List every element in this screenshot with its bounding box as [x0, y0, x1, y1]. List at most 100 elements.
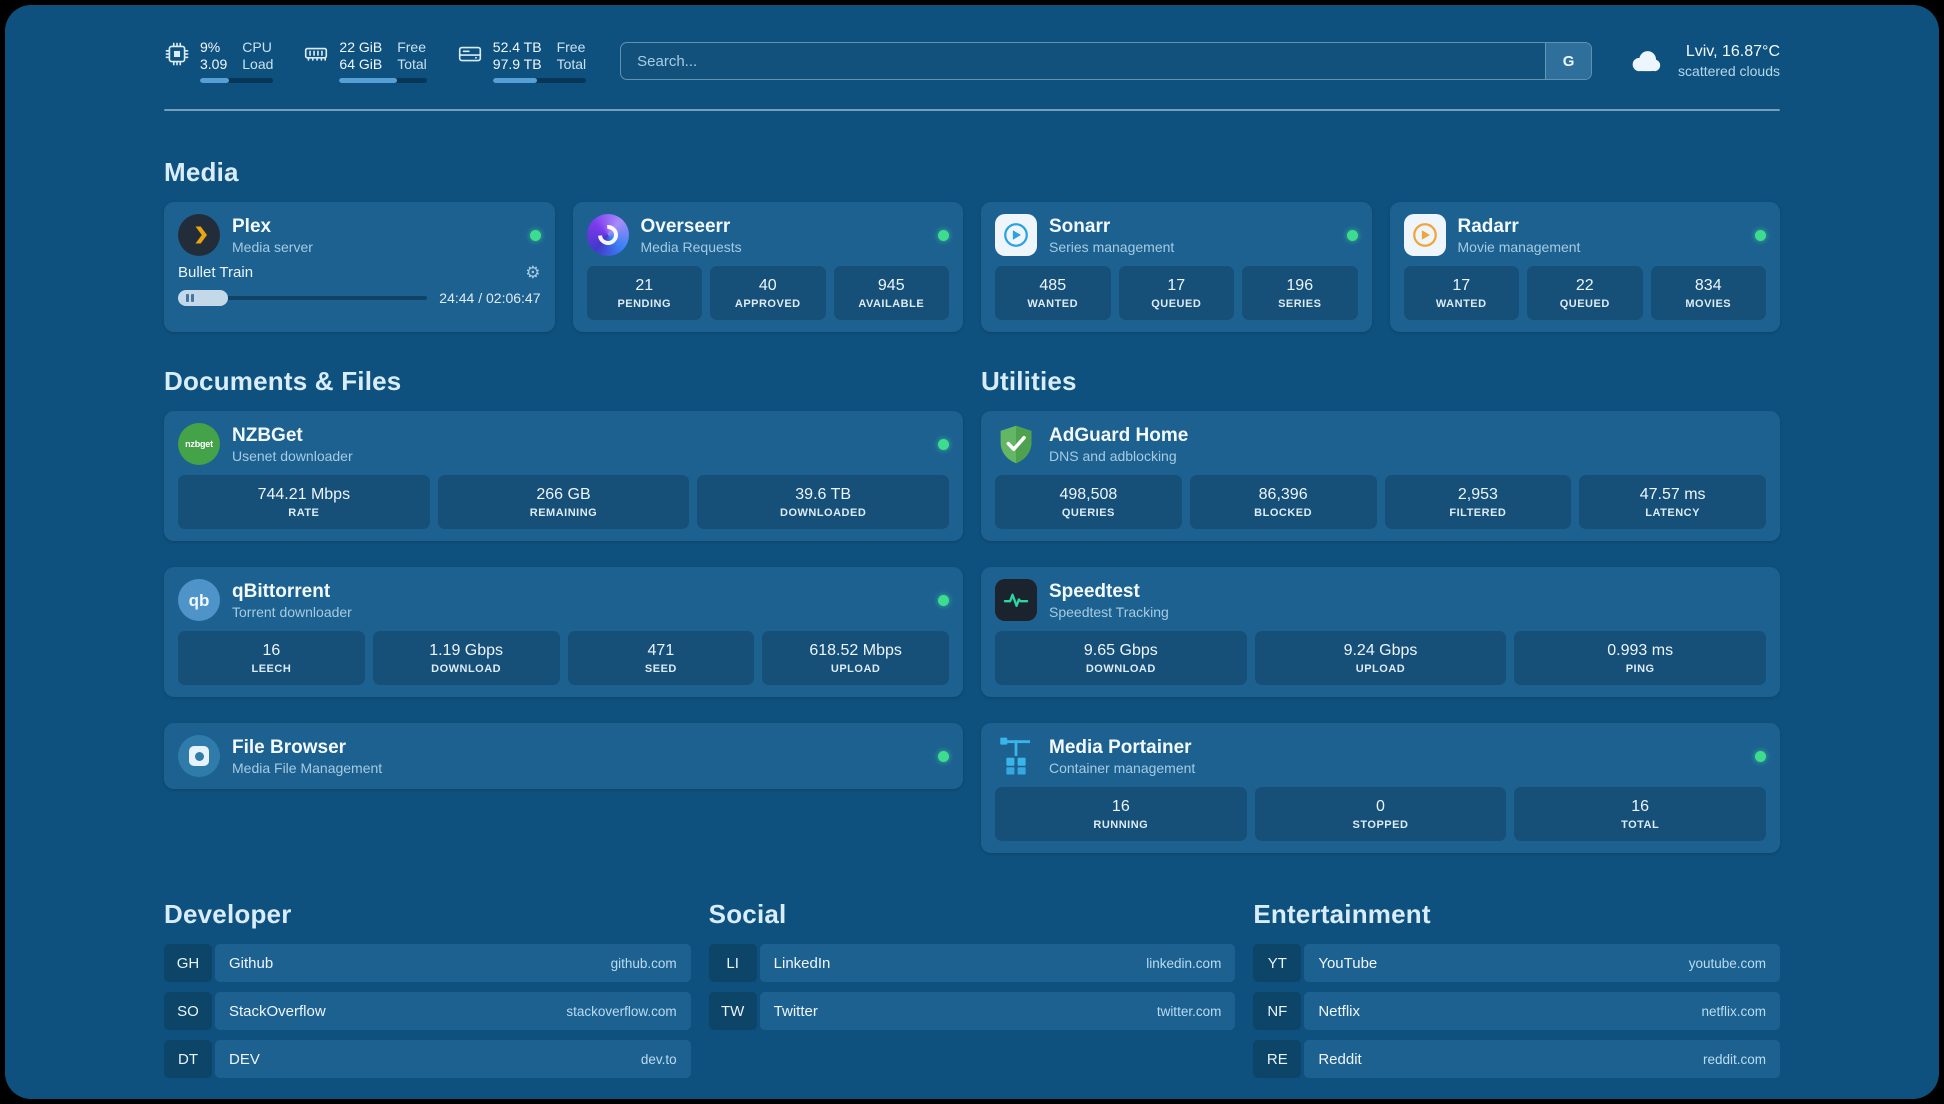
- topbar: 9% 3.09 CPU Load: [164, 39, 1780, 83]
- speedtest-icon: [995, 579, 1037, 621]
- service-subtitle: Container management: [1049, 759, 1196, 776]
- memory-free-value: 22 GiB: [339, 39, 383, 55]
- service-subtitle: Usenet downloader: [232, 447, 353, 464]
- service-card-radarr[interactable]: Radarr Movie management 17 WANTED 22 QUE…: [1389, 202, 1780, 332]
- stat-value: 618.52 Mbps: [809, 641, 902, 659]
- total-label: Total: [397, 56, 427, 72]
- nzbget-icon: nzbget: [178, 423, 220, 465]
- stat-tile: 39.6 TB DOWNLOADED: [697, 475, 949, 529]
- playback-time: 24:44 / 02:06:47: [439, 290, 541, 306]
- service-card-speedtest[interactable]: Speedtest Speedtest Tracking 9.65 Gbps D…: [981, 567, 1780, 697]
- disk-progress-bar: [492, 78, 587, 83]
- playback-progress-bar[interactable]: [178, 290, 427, 306]
- stat-label: DOWNLOAD: [431, 662, 502, 675]
- service-card-qbittorrent[interactable]: qb qBittorrent Torrent downloader 16 LEE…: [164, 567, 963, 697]
- bookmark-github[interactable]: GH Github github.com: [164, 944, 691, 982]
- bookmark-youtube[interactable]: YT YouTube youtube.com: [1253, 944, 1780, 982]
- stat-value: 9.65 Gbps: [1083, 641, 1158, 659]
- stat-label: LEECH: [251, 662, 292, 675]
- service-card-plex[interactable]: Plex Media server Bullet Train ⚙: [164, 202, 555, 332]
- bookmark-name: Github: [229, 954, 274, 972]
- bookmark-domain: netflix.com: [1701, 1003, 1766, 1019]
- dashboard: 9% 3.09 CPU Load: [5, 5, 1939, 1099]
- stat-tile: 22 QUEUED: [1527, 266, 1643, 320]
- search-bar[interactable]: G: [620, 42, 1593, 80]
- stat-tile: 618.52 Mbps UPLOAD: [762, 631, 949, 685]
- sonarr-icon: [995, 214, 1037, 256]
- bookmark-domain: youtube.com: [1688, 955, 1766, 971]
- free-label: Free: [556, 39, 586, 55]
- disk-free-value: 52.4 TB: [492, 39, 542, 55]
- bookmark-name: YouTube: [1318, 954, 1378, 972]
- service-card-nzbget[interactable]: nzbget NZBGet Usenet downloader 744.21 M…: [164, 411, 963, 541]
- bookmark-domain: reddit.com: [1702, 1051, 1766, 1067]
- memory-progress-bar: [339, 78, 427, 83]
- service-card-portainer[interactable]: Media Portainer Container management 16 …: [981, 723, 1780, 853]
- search-input[interactable]: [621, 43, 1546, 79]
- memory-icon: [303, 41, 329, 67]
- service-subtitle: Media File Management: [232, 759, 383, 776]
- adguard-icon: [995, 423, 1037, 465]
- stat-value: 21: [635, 276, 654, 294]
- status-dot: [1755, 750, 1766, 762]
- stat-tile: 266 GB REMAINING: [437, 475, 690, 529]
- stat-label: PENDING: [617, 297, 672, 310]
- settings-gear-icon[interactable]: ⚙: [525, 263, 541, 282]
- service-name: Plex: [232, 215, 272, 237]
- bookmark-reddit[interactable]: RE Reddit reddit.com: [1253, 1040, 1780, 1078]
- stat-value: 40: [758, 276, 777, 294]
- stat-value: 16: [1631, 797, 1650, 815]
- bookmark-abbr: GH: [164, 944, 212, 982]
- stat-label: RATE: [288, 506, 320, 519]
- section-title-developer: Developer: [164, 899, 292, 929]
- stat-value: 9.24 Gbps: [1343, 641, 1418, 659]
- stat-value: 17: [1167, 276, 1186, 294]
- stat-tile: 16 TOTAL: [1514, 787, 1766, 841]
- stat-tile: 1.19 Gbps DOWNLOAD: [372, 631, 560, 685]
- stat-value: 17: [1452, 276, 1471, 294]
- total-label: Total: [556, 56, 587, 72]
- memory-stat-widget: 22 GiB 64 GiB Free Total: [303, 39, 427, 83]
- stat-value: 16: [262, 641, 281, 659]
- bookmark-domain: twitter.com: [1156, 1003, 1222, 1019]
- weather-widget[interactable]: Lviv, 16.87°C scattered clouds: [1626, 40, 1780, 82]
- service-card-adguard[interactable]: AdGuard Home DNS and adblocking 498,508 …: [981, 411, 1780, 541]
- service-card-filebrowser[interactable]: File Browser Media File Management: [164, 723, 963, 789]
- bookmark-domain: github.com: [610, 955, 677, 971]
- bookmark-stackoverflow[interactable]: SO StackOverflow stackoverflow.com: [164, 992, 691, 1030]
- load-label: Load: [242, 56, 274, 72]
- service-name: Media Portainer: [1049, 736, 1192, 758]
- radarr-icon: [1403, 214, 1446, 256]
- service-card-sonarr[interactable]: Sonarr Series management 485 WANTED 17 Q…: [981, 202, 1372, 332]
- bookmark-abbr: RE: [1253, 1040, 1302, 1078]
- stat-label: RUNNING: [1093, 818, 1149, 831]
- stat-label: AVAILABLE: [858, 297, 925, 310]
- stat-label: WANTED: [1027, 297, 1079, 310]
- stat-value: 498,508: [1059, 485, 1118, 503]
- bookmark-linkedin[interactable]: LI LinkedIn linkedin.com: [708, 944, 1236, 982]
- stat-tile: 196 SERIES: [1242, 266, 1358, 320]
- bookmark-abbr: SO: [164, 992, 212, 1030]
- bookmark-group-social: Social LI LinkedIn linkedin.com TW Twitt…: [708, 899, 1236, 1078]
- stat-tile: 9.65 Gbps DOWNLOAD: [995, 631, 1247, 685]
- stat-label: DOWNLOADED: [780, 506, 867, 519]
- stat-tile: 40 APPROVED: [710, 266, 826, 320]
- stat-tile: 834 MOVIES: [1650, 266, 1766, 320]
- stat-tile: 945 AVAILABLE: [833, 266, 949, 320]
- stat-label: UPLOAD: [830, 662, 881, 675]
- bookmark-twitter[interactable]: TW Twitter twitter.com: [708, 992, 1236, 1030]
- bookmark-name: DEV: [229, 1050, 260, 1068]
- bookmark-dev[interactable]: DT DEV dev.to: [164, 1040, 691, 1078]
- stat-label: LATENCY: [1645, 506, 1700, 519]
- stat-label: BLOCKED: [1254, 506, 1313, 519]
- pause-icon[interactable]: [186, 294, 194, 302]
- search-provider-button[interactable]: G: [1545, 43, 1592, 79]
- utilities-column: Utilities AdGuard Home DNS and adblockin…: [981, 366, 1780, 853]
- service-card-overseerr[interactable]: Overseerr Media Requests 21 PENDING 40 A…: [572, 202, 963, 332]
- stat-label: REMAINING: [529, 506, 598, 519]
- stat-label: MOVIES: [1685, 297, 1732, 310]
- bookmark-domain: stackoverflow.com: [566, 1003, 677, 1019]
- bookmark-netflix[interactable]: NF Netflix netflix.com: [1253, 992, 1780, 1030]
- stat-value: 0: [1376, 797, 1385, 815]
- service-name: Radarr: [1457, 215, 1519, 237]
